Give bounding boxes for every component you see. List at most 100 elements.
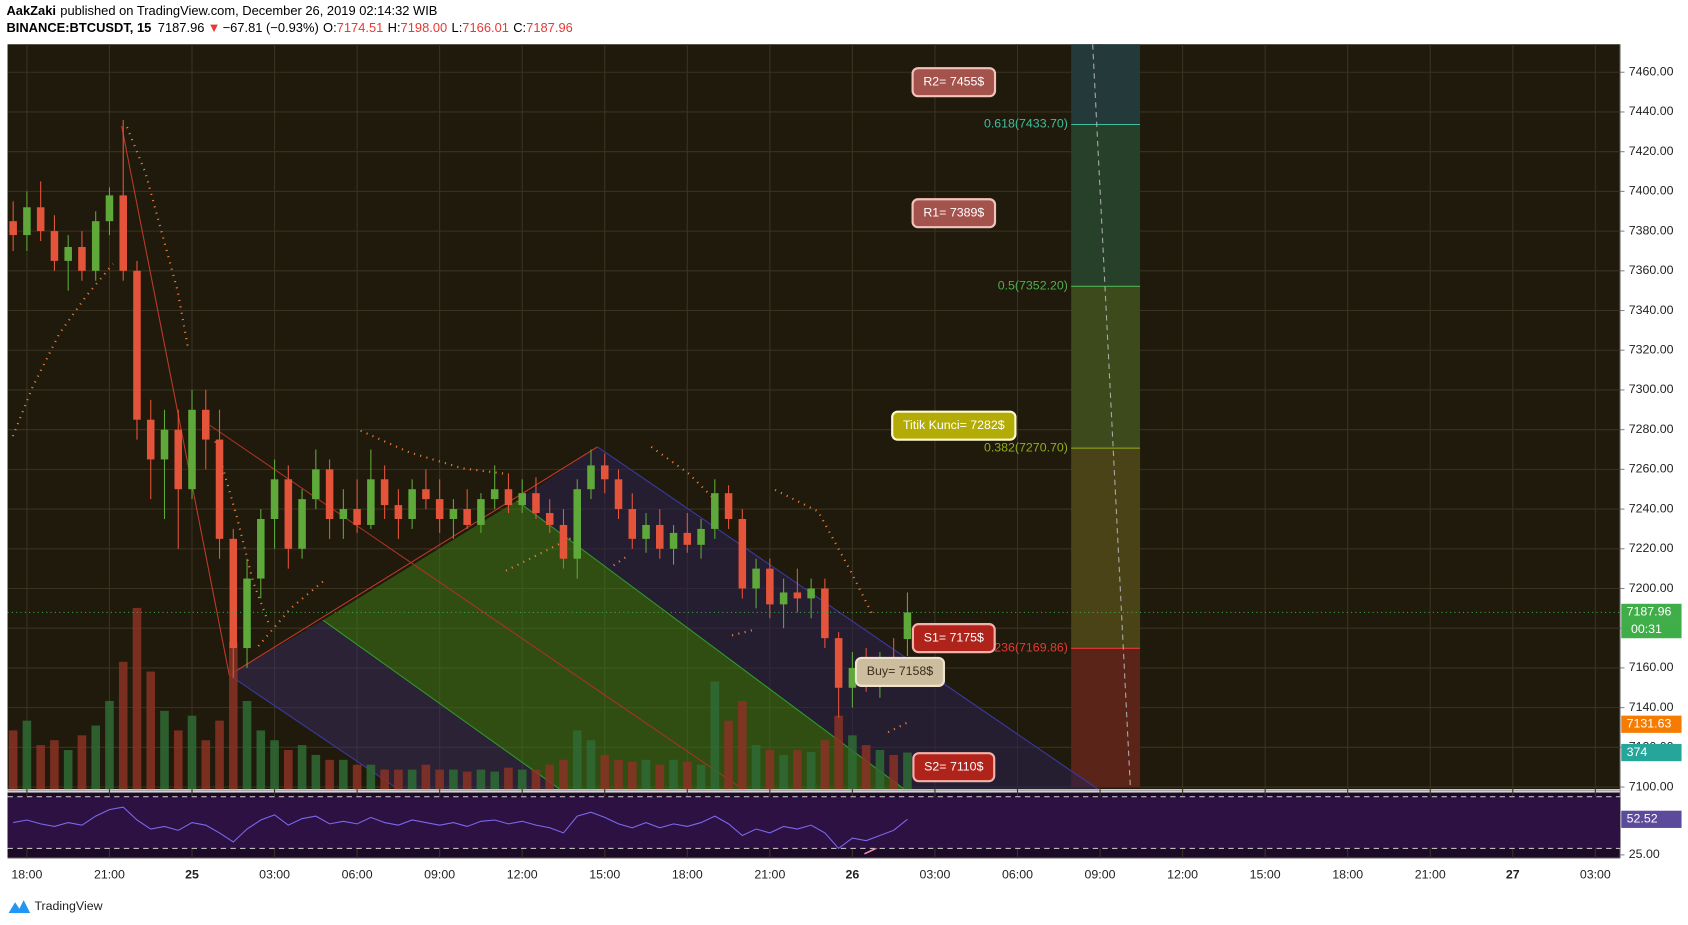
candle-body	[133, 270, 141, 420]
volume-bar	[586, 740, 596, 790]
candle-body	[504, 489, 513, 506]
y-tick-label: 7240.00	[1629, 501, 1674, 515]
y-tick-label: 7460.00	[1629, 65, 1674, 79]
volume-bar	[517, 769, 527, 790]
volume-bar	[63, 750, 73, 790]
x-tick-label: 09:00	[1085, 868, 1116, 882]
l-label: L:	[452, 21, 463, 36]
last-price-tag-bg	[1621, 603, 1682, 622]
x-tick-label: 18:00	[1332, 868, 1363, 882]
fibonacci: 0.618(7433.70) 0.5(7352.20) 0.382(7270.70)…	[984, 44, 1141, 788]
volume-bar	[256, 730, 266, 790]
x-tick-label: 15:00	[589, 868, 620, 882]
annotation-label: Buy= 7158$	[867, 664, 934, 678]
annotation: Titik Kunci= 7282$	[891, 410, 1017, 441]
volume-bar	[339, 759, 348, 790]
annotation-label: S1= 7175$	[924, 630, 984, 644]
candle-body	[325, 469, 334, 520]
annotation-box	[911, 623, 996, 654]
candle-body	[642, 524, 650, 539]
volume-bar	[627, 761, 637, 790]
volume-bar	[146, 671, 156, 790]
fib-band	[1071, 286, 1141, 449]
volume	[8, 607, 912, 790]
volume-bar	[738, 701, 747, 790]
candle-body	[600, 465, 609, 480]
x-tick-label: 03:00	[1580, 868, 1611, 882]
volume-bar	[504, 767, 513, 790]
candle-body	[669, 532, 678, 549]
rsi-line	[13, 806, 908, 850]
y-tick-label: 7320.00	[1629, 342, 1674, 356]
candle-body	[449, 509, 458, 520]
volume-tag: 374	[1627, 745, 1648, 759]
volume-bar	[572, 730, 582, 790]
y-tick-label: 7100.00	[1629, 779, 1674, 793]
candle-body	[724, 493, 733, 520]
l-value: 7166.01	[462, 21, 509, 36]
volume-bar	[655, 764, 665, 790]
volume-bar	[696, 764, 706, 790]
fib-band	[1071, 448, 1141, 649]
brand: TradingView	[8, 899, 103, 914]
candle-body	[435, 499, 444, 520]
annotation-label: S2= 7110$	[924, 759, 983, 773]
volume-bar	[325, 759, 334, 790]
candle-body	[752, 568, 760, 589]
x-tick-label: 26	[846, 868, 860, 882]
candle-body	[9, 221, 17, 236]
candle-body	[257, 519, 265, 579]
countdown-bg	[1621, 621, 1682, 639]
x-tick-label: 12:00	[1167, 868, 1198, 882]
volume-bar	[242, 701, 252, 790]
candle-body	[903, 612, 912, 640]
volume-bar	[779, 754, 788, 790]
candle-body	[202, 409, 210, 440]
x-tick-label: 06:00	[1002, 868, 1033, 882]
y-tick-label: 7340.00	[1629, 303, 1674, 317]
volume-bar	[806, 751, 816, 790]
rsi-tag-bg	[1621, 810, 1682, 828]
candle-body	[532, 493, 540, 514]
published: published on TradingView.com, December 2…	[60, 3, 437, 18]
volume-bar	[559, 759, 568, 790]
volume-bar	[36, 745, 45, 790]
annotation-box	[891, 410, 1017, 441]
fib-band	[1071, 124, 1141, 287]
price-line-tag-bg	[1621, 715, 1682, 733]
candle-body	[174, 429, 183, 490]
volume-bar	[476, 769, 486, 790]
volume-bar	[407, 769, 417, 790]
h-label: H:	[388, 21, 401, 36]
y-tick-label: 7140.00	[1629, 700, 1674, 714]
candle-body	[105, 195, 114, 222]
volume-bar	[641, 759, 651, 790]
candle-body	[711, 493, 719, 529]
parabolic-sar	[11, 126, 911, 734]
y-tick-label: 7360.00	[1629, 263, 1674, 277]
x-tick-label: 21:00	[754, 868, 785, 882]
price-line-tag: 7131.63	[1627, 717, 1672, 731]
volume-bar	[820, 740, 830, 790]
volume-bar	[848, 735, 857, 790]
projection-arrow	[1092, 44, 1131, 788]
candle-body	[119, 195, 127, 271]
volume-bar	[50, 740, 59, 790]
candle-body	[656, 524, 664, 549]
volume-bar	[545, 764, 555, 790]
c-value: 7187.96	[526, 21, 573, 36]
annotation-label: R1= 7389$	[923, 205, 984, 219]
volume-bar	[435, 769, 444, 790]
x-tick-label: 27	[1506, 868, 1520, 882]
x-tick-label: 25	[185, 868, 199, 882]
annotation: R1= 7389$	[911, 198, 997, 229]
volume-bar	[22, 720, 32, 790]
candle-body	[36, 207, 45, 232]
last-price-tag: 7187.96	[1627, 605, 1672, 619]
volume-bar	[297, 745, 307, 790]
candle-body	[834, 638, 843, 688]
y-tick-label: 7220.00	[1629, 541, 1674, 555]
candle-body	[284, 479, 293, 549]
volume-bar	[531, 769, 541, 790]
x-tick-label: 18:00	[672, 868, 703, 882]
